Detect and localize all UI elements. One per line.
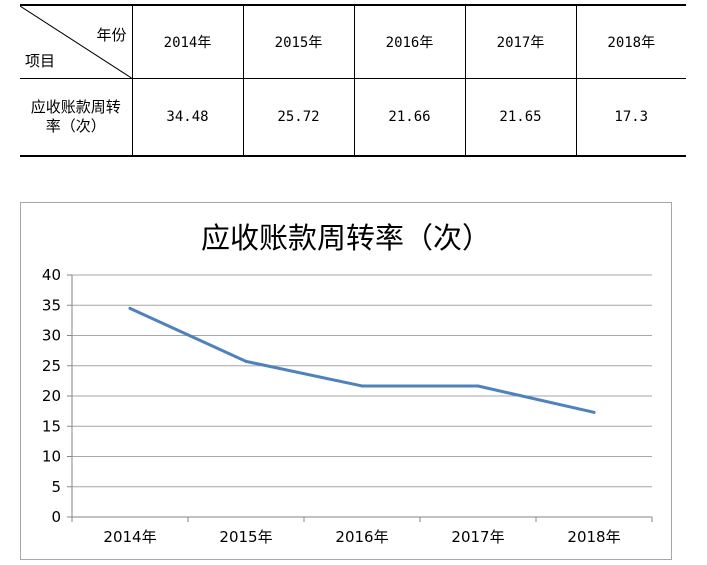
table-corner-cell: 年份 项目 bbox=[20, 4, 132, 79]
y-tick-label: 20 bbox=[42, 387, 61, 405]
y-tick-label: 15 bbox=[42, 417, 61, 435]
table-cell-value: 25.72 bbox=[242, 78, 354, 157]
table-cell-value: 34.48 bbox=[131, 78, 243, 157]
row-label-line-1: 应收账款周转 bbox=[30, 98, 121, 116]
table-header-row: 年份 项目 2014年 2015年 2016年 2017年 2018年 bbox=[20, 4, 686, 79]
x-tick-label: 2018年 bbox=[567, 528, 620, 546]
y-tick-label: 40 bbox=[42, 266, 61, 284]
y-tick-label: 30 bbox=[42, 327, 61, 345]
x-tick-label: 2015年 bbox=[219, 528, 272, 546]
x-tick-label: 2014年 bbox=[103, 528, 156, 546]
corner-header-item: 项目 bbox=[25, 52, 56, 70]
x-tick-label: 2016年 bbox=[335, 528, 388, 546]
row-label-line-2: 率（次） bbox=[45, 117, 106, 135]
line-chart: 应收账款周转率（次） 0 5 10 15 20 25 30 35 40 2014年 2015年 201… bbox=[20, 202, 672, 560]
table-header-year: 2018年 bbox=[575, 4, 686, 79]
data-point bbox=[244, 359, 248, 363]
data-point bbox=[592, 410, 596, 414]
table-row-label: 应收账款周转 率（次） bbox=[20, 78, 132, 157]
chart-title: 应收账款周转率（次） bbox=[200, 221, 491, 255]
y-tick-label: 10 bbox=[42, 448, 61, 466]
data-point bbox=[360, 384, 364, 388]
x-tick-label: 2017年 bbox=[451, 528, 504, 546]
y-tick-label: 5 bbox=[51, 478, 61, 496]
table-header-year: 2017年 bbox=[464, 4, 576, 79]
table-cell-value: 21.66 bbox=[353, 78, 465, 157]
table-header-year: 2016年 bbox=[353, 4, 465, 79]
series-line bbox=[128, 306, 596, 414]
table-cell-value: 17.3 bbox=[575, 78, 686, 157]
y-tick-label: 0 bbox=[51, 508, 61, 526]
table-row: 应收账款周转 率（次） 34.48 25.72 21.66 21.65 17.3 bbox=[20, 78, 686, 157]
y-tick-label: 35 bbox=[42, 296, 61, 314]
table-cell-value: 21.65 bbox=[464, 78, 576, 157]
table-header-year: 2015年 bbox=[242, 4, 354, 79]
data-point bbox=[128, 306, 132, 310]
corner-header-year: 年份 bbox=[96, 26, 127, 44]
data-point bbox=[476, 384, 480, 388]
y-tick-label: 25 bbox=[42, 357, 61, 375]
chart-plot: 0 5 10 15 20 25 30 35 40 2014年 2015年 2016年 2017年 2018… bbox=[42, 266, 653, 546]
table-header-year: 2014年 bbox=[131, 4, 243, 79]
data-table: 年份 项目 2014年 2015年 2016年 2017年 2018年 应收账款… bbox=[20, 4, 686, 157]
corner-diagonal-line bbox=[20, 6, 132, 78]
